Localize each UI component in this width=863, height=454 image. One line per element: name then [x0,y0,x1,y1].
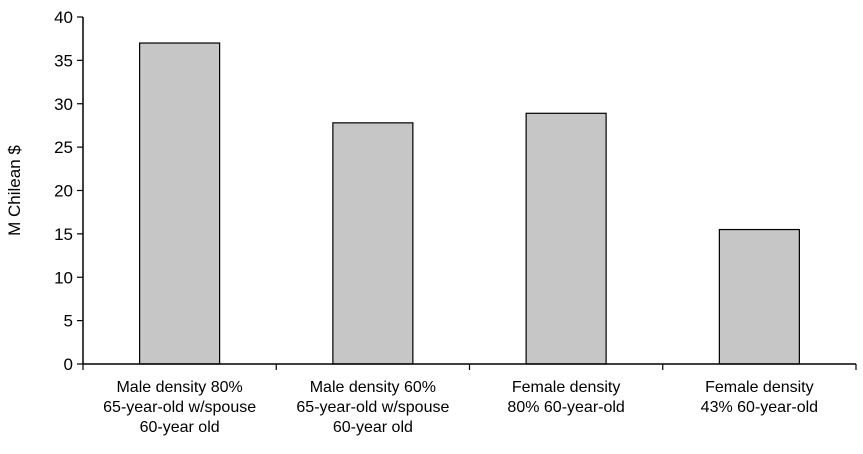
y-tick-label: 0 [64,355,73,374]
bar-1 [139,42,221,365]
category-label-line: Male density 80% [116,379,242,396]
bar-2 [332,122,414,365]
y-tick-label: 30 [54,95,73,114]
category-label-line: 65-year-old w/spouse [296,399,449,416]
category-label-line: 80% 60-year-old [507,399,624,416]
y-tick-label: 25 [54,138,73,157]
category-label-2: Male density 60% 65-year-old w/spouse 60-y… [296,379,449,436]
y-tick-label: 40 [54,8,73,27]
y-tick-label: 5 [64,312,73,331]
category-label-line: Female density [512,379,621,396]
y-tick-label: 35 [54,51,73,70]
bars [139,42,800,365]
category-label-line: 60-year old [333,419,413,436]
category-label-3: Female density 80% 60-year-old [507,379,624,416]
y-axis-ticks: 0 5 10 15 20 25 30 35 40 [54,8,83,374]
y-tick-label: 15 [54,225,73,244]
category-label-line: Male density 60% [310,379,436,396]
category-label-line: 60-year old [140,419,220,436]
y-tick-label: 10 [54,268,73,287]
y-axis-title: M Chilean $ [5,145,24,236]
x-axis-ticks [82,364,857,370]
category-label-line: Female density [705,379,814,396]
category-label-1: Male density 80% 65-year-old w/spouse 60-y… [103,379,256,436]
category-label-4: Female density 43% 60-year-old [701,379,818,416]
category-labels: Male density 80% 65-year-old w/spouse 60-y… [103,379,818,436]
bar-3 [525,112,607,365]
category-label-line: 65-year-old w/spouse [103,399,256,416]
category-label-line: 43% 60-year-old [701,399,818,416]
bar-4 [718,228,800,365]
y-tick-label: 20 [54,182,73,201]
